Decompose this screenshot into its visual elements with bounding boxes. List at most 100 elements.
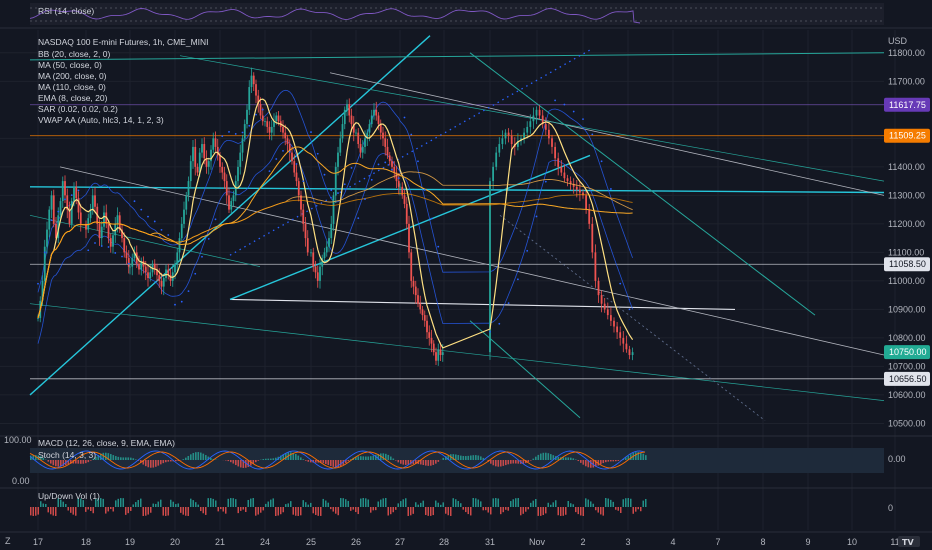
volume-bar (232, 498, 234, 507)
candle-body (489, 181, 491, 353)
volume-bar (347, 500, 349, 507)
macd-histogram-bar (130, 457, 132, 460)
macd-histogram-bar (357, 456, 360, 460)
volume-bar (337, 507, 339, 516)
macd-histogram-bar (600, 460, 602, 465)
macd-histogram-bar (37, 455, 40, 460)
volume-bar (222, 507, 224, 512)
candle-body (169, 275, 172, 281)
ma-200-line (37, 192, 633, 319)
candle-body (68, 209, 71, 224)
candle-body (366, 132, 369, 139)
macd-histogram-bar (585, 460, 587, 467)
volume-bar (627, 498, 629, 507)
candle-body (219, 155, 221, 167)
macd-histogram-bar (475, 455, 477, 460)
sar-dot (535, 215, 538, 218)
volume-bar (135, 502, 137, 507)
volume-bar (212, 498, 214, 507)
volume-bar (215, 500, 217, 507)
macd-histogram-bar (492, 460, 495, 466)
macd-histogram-bar (350, 459, 352, 460)
macd-histogram-bar (155, 460, 157, 467)
macd-histogram-bar (347, 460, 350, 462)
macd-histogram-bar (182, 459, 185, 460)
candle-body (160, 280, 163, 287)
candle-body (223, 172, 226, 182)
candle-body (319, 266, 321, 281)
macd-histogram-bar (460, 455, 462, 460)
candle-body (357, 132, 360, 145)
volume-bar (635, 507, 637, 512)
macd-histogram-bar (165, 460, 167, 463)
macd-histogram-bar (55, 460, 57, 467)
sar-dot (114, 252, 117, 254)
candle-body (230, 201, 233, 210)
price-badge (884, 371, 930, 386)
candle-body (384, 138, 387, 147)
macd-histogram-bar (290, 452, 292, 460)
volume-bar (187, 507, 189, 516)
macd-histogram-bar (415, 460, 417, 464)
tradingview-logo-icon: TV (898, 536, 920, 547)
volume-bar (300, 507, 302, 516)
candle-body (48, 209, 51, 230)
volume-bar (35, 507, 37, 516)
macd-histogram-bar (132, 458, 135, 460)
sar-dot (94, 242, 96, 244)
macd-histogram-bar (392, 458, 395, 460)
sar-dot (64, 198, 66, 201)
indicator-label: MA (50, close, 0) (38, 60, 102, 70)
macd-histogram-bar (630, 454, 632, 460)
sar-dot (57, 210, 60, 213)
macd-histogram-bar (157, 460, 160, 466)
volume-bar (492, 498, 494, 507)
volume-bar (245, 507, 247, 512)
macd-histogram-bar (175, 460, 177, 462)
macd-histogram-bar (612, 460, 615, 462)
volume-bar (265, 503, 267, 507)
volume-bar (550, 504, 552, 507)
candle-body (572, 183, 575, 187)
volume-bar (390, 507, 392, 515)
macd-histogram-bar (275, 457, 277, 460)
candle-body (43, 246, 46, 281)
volume-bar (440, 504, 442, 507)
candle-body (526, 126, 529, 133)
volume-bar (412, 507, 414, 514)
macd-histogram-bar (125, 457, 127, 460)
macd-histogram-bar (202, 453, 205, 460)
candle-body (379, 124, 382, 133)
sar-dot (107, 246, 110, 248)
volume-bar (530, 502, 532, 507)
volume-bar (42, 503, 44, 507)
macd-histogram-bar (532, 458, 535, 460)
candle-body (501, 138, 504, 145)
sar-dot (160, 228, 163, 231)
candle-body (538, 109, 541, 116)
timezone-z-icon[interactable]: Z (5, 536, 11, 546)
volume-bar (605, 498, 607, 507)
macd-histogram-bar (515, 460, 517, 464)
macd-histogram-bar (537, 454, 540, 460)
bollinger-bands (37, 89, 633, 344)
volume-bar (410, 507, 412, 516)
volume-bar (452, 498, 454, 507)
macd-histogram-bar (210, 457, 212, 460)
sar-dot (403, 116, 406, 119)
macd-histogram-bar (470, 455, 472, 460)
candle-body (55, 223, 57, 239)
volume-bar (527, 507, 529, 510)
volume-bar (147, 507, 149, 515)
candle-body (554, 146, 556, 159)
volume-bar (520, 507, 522, 516)
candle-body (185, 195, 188, 210)
price-badge (884, 128, 930, 143)
candle-body (225, 181, 228, 196)
volume-bar (190, 498, 192, 507)
macd-histogram-bar (305, 460, 307, 461)
volume-bar (162, 507, 164, 516)
candle-body (417, 295, 419, 304)
volume-bar (437, 502, 439, 507)
